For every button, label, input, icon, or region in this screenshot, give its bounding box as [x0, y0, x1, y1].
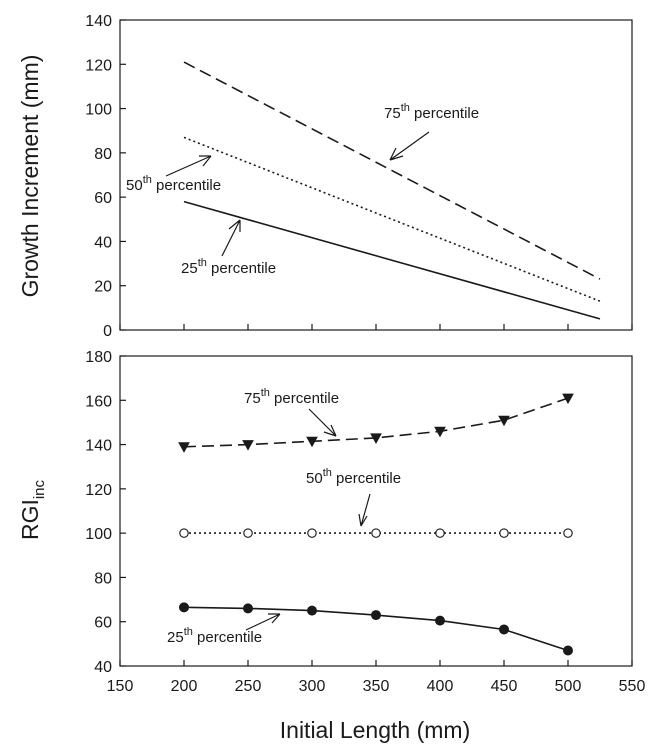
bottom-x-tick-label: 250	[235, 678, 262, 695]
bottom-point-25th-percentile	[307, 605, 317, 616]
top-plot-frame	[119, 19, 633, 331]
bottom-point-75th-percentile	[178, 442, 190, 453]
bottom-point-25th-percentile	[499, 624, 509, 635]
bottom-y-tick-label: 120	[85, 482, 112, 499]
bottom-y-tick-label: 100	[85, 526, 112, 543]
top-annotation-arrows	[165, 131, 430, 257]
x-axis-title: Initial Length (mm)	[280, 717, 470, 743]
top-y-tick-label: 140	[85, 13, 112, 30]
bottom-point-50th-percentile	[371, 528, 381, 538]
bottom-y-tick-label: 180	[85, 349, 112, 366]
bottom-annotation-75th: 75th percentile	[244, 387, 339, 407]
bottom-panel: 40 60 80 100 120 140 160 180 150 200 250 300 350 400 4…	[85, 349, 645, 695]
arrow-75th-top	[389, 131, 430, 161]
arrow-75th-bottom	[308, 408, 337, 437]
top-annotation-75th: 75th percentile	[384, 102, 479, 122]
bottom-point-50th-percentile	[563, 528, 573, 538]
bottom-y-tick-label: 160	[85, 393, 112, 410]
top-y-axis-title: Growth Increment (mm)	[17, 55, 43, 298]
bottom-x-tick-label: 300	[299, 678, 326, 695]
bottom-point-75th-percentile	[498, 415, 510, 427]
arrow-50th-top	[165, 155, 212, 177]
top-annotation-50th: 50th percentile	[126, 174, 221, 194]
arrow-50th-bottom	[358, 493, 371, 527]
bottom-y-tick-label: 80	[94, 570, 112, 587]
bottom-annotation-50th: 50th percentile	[306, 467, 401, 487]
bottom-point-25th-percentile	[179, 602, 189, 613]
top-annotation-25th: 25th percentile	[181, 257, 276, 277]
bottom-point-75th-percentile	[562, 393, 574, 405]
bottom-point-75th-percentile	[306, 436, 318, 448]
top-y-tick-label: 100	[85, 102, 112, 119]
bottom-point-50th-percentile	[435, 528, 445, 538]
bottom-annotation-25th: 25th percentile	[167, 626, 262, 646]
bottom-annotations: 75th percentile 50th percentile 25th per…	[167, 387, 401, 646]
bottom-point-75th-percentile	[434, 426, 446, 438]
top-y-tick-label: 40	[94, 234, 112, 251]
bottom-x-tick-label: 550	[619, 678, 646, 695]
bottom-x-tick-label: 500	[555, 678, 582, 695]
bottom-point-50th-percentile	[307, 528, 317, 538]
bottom-y-tick-label: 60	[94, 615, 112, 632]
bottom-y-axis-title: RGIinc	[17, 479, 48, 540]
bottom-x-tick-label: 150	[107, 678, 134, 695]
arrow-25th-top	[221, 219, 241, 257]
top-panel: 0 20 40 60 80 100 120 140	[85, 13, 633, 340]
top-y-tick-label: 80	[94, 146, 112, 163]
bottom-point-50th-percentile	[499, 528, 509, 538]
top-series-75th-percentile	[183, 61, 601, 280]
top-y-tick-label: 20	[94, 279, 112, 296]
bottom-x-tick-label: 350	[363, 678, 390, 695]
top-annotations: 75th percentile 50th percentile 25th per…	[126, 102, 479, 277]
bottom-x-tick-label: 200	[171, 678, 198, 695]
bottom-point-75th-percentile	[242, 440, 254, 451]
bottom-point-50th-percentile	[243, 528, 253, 538]
bottom-y-tick-label: 40	[94, 659, 112, 676]
bottom-y-tick-label: 140	[85, 438, 112, 455]
bottom-point-75th-percentile	[370, 433, 382, 444]
bottom-x-tick-label: 450	[491, 678, 518, 695]
bottom-point-50th-percentile	[179, 528, 189, 538]
top-series-25th-percentile	[183, 200, 601, 320]
bottom-point-25th-percentile	[563, 645, 573, 656]
top-y-tick-label: 0	[103, 323, 112, 340]
arrow-25th-bottom	[245, 613, 281, 631]
top-y-tick-label: 120	[85, 57, 112, 74]
bottom-point-25th-percentile	[435, 615, 445, 626]
bottom-y-axis-title-base: RGI	[17, 499, 43, 540]
bottom-annotation-arrows	[245, 408, 371, 631]
bottom-y-axis-title-sub: inc	[31, 479, 48, 499]
bottom-point-25th-percentile	[371, 610, 381, 621]
bottom-point-25th-percentile	[243, 603, 253, 614]
top-y-tick-label: 60	[94, 190, 112, 207]
bottom-x-tick-label: 400	[427, 678, 454, 695]
